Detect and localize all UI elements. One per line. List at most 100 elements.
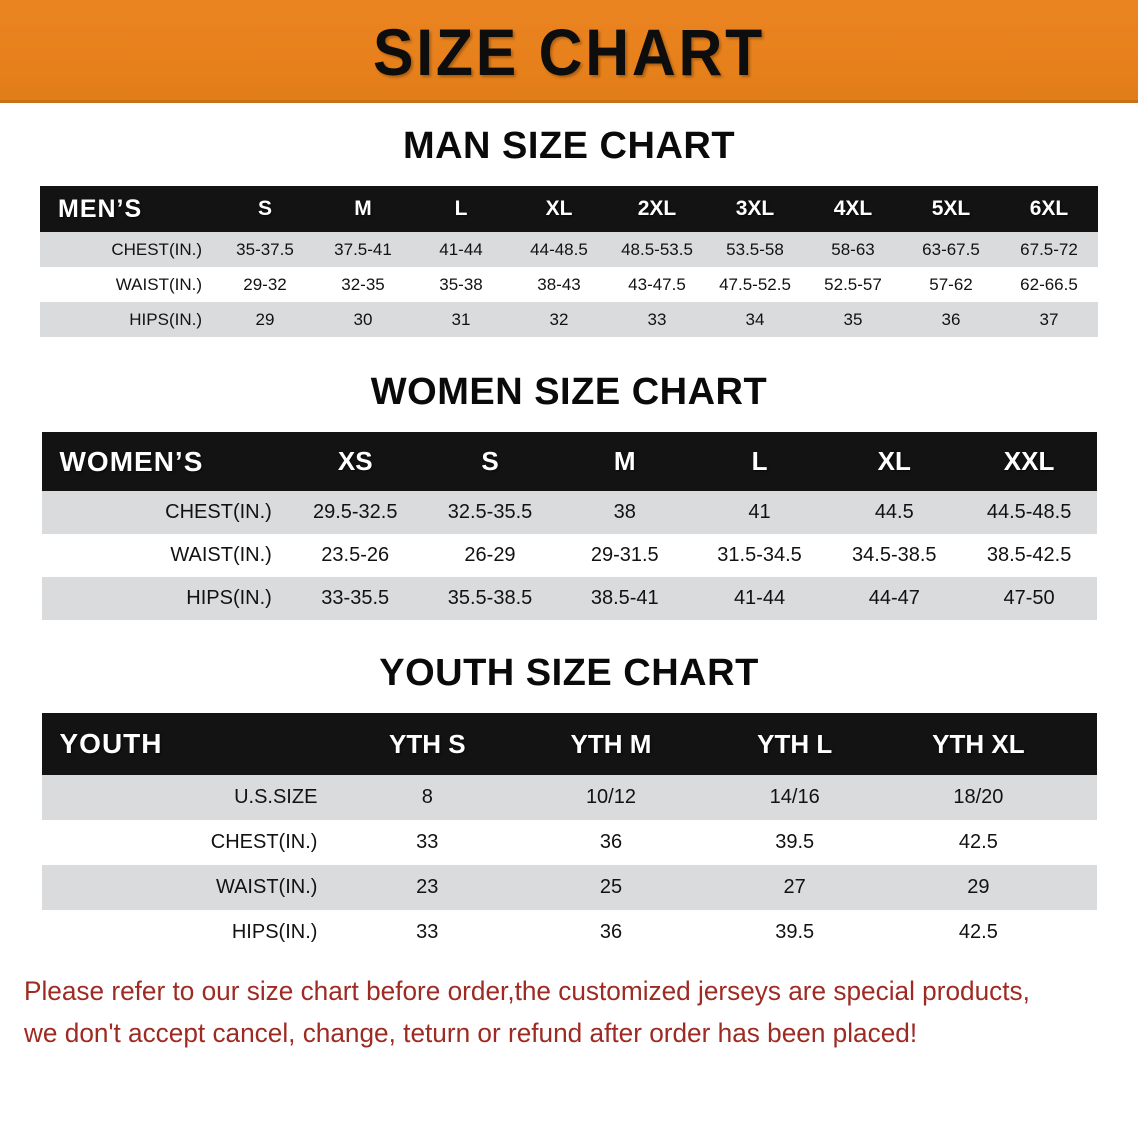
youth-col-header: YTH M <box>519 713 703 775</box>
man-cell: 57-62 <box>902 267 1000 302</box>
man-col-header: L <box>412 186 510 232</box>
youth-table-header-row: YOUTH YTH S YTH M YTH L YTH XL <box>41 713 1097 775</box>
women-row-label: CHEST(IN.) <box>41 491 288 534</box>
table-row: HIPS(IN.) 33 36 39.5 42.5 <box>41 910 1097 955</box>
man-cell: 30 <box>314 302 412 337</box>
women-cell: 29-31.5 <box>557 534 693 577</box>
man-chart-wrapper: MEN’S S M L XL 2XL 3XL 4XL 5XL 6XL CHEST… <box>0 186 1138 337</box>
youth-col-header: YTH S <box>335 713 520 775</box>
man-cell: 58-63 <box>804 232 902 267</box>
women-cell: 29.5-32.5 <box>287 491 423 534</box>
man-cell: 38-43 <box>510 267 608 302</box>
women-col-header: XL <box>826 432 962 491</box>
youth-cell: 10/12 <box>519 775 703 820</box>
youth-cell: 33 <box>335 910 520 955</box>
women-col-header: XXL <box>961 432 1097 491</box>
table-row: CHEST(IN.) 35-37.5 37.5-41 41-44 44-48.5… <box>40 232 1098 267</box>
youth-row-label: U.S.SIZE <box>41 775 336 820</box>
man-cell: 63-67.5 <box>902 232 1000 267</box>
disclaimer-line-1: Please refer to our size chart before or… <box>24 976 1030 1006</box>
women-cell: 41 <box>692 491 827 534</box>
women-cell: 23.5-26 <box>287 534 423 577</box>
women-cell: 38.5-42.5 <box>961 534 1097 577</box>
man-cell: 32-35 <box>314 267 412 302</box>
man-row-label: CHEST(IN.) <box>40 232 216 267</box>
man-col-header: 5XL <box>902 186 1000 232</box>
man-section-heading: MAN SIZE CHART <box>402 125 736 167</box>
man-cell: 37 <box>1000 302 1098 337</box>
youth-cell: 36 <box>519 910 703 955</box>
man-col-header: XL <box>510 186 608 232</box>
page-banner: SIZE CHART <box>0 0 1138 103</box>
man-corner-label: MEN’S <box>40 186 216 232</box>
women-table-header-row: WOMEN’S XS S M L XL XXL <box>41 432 1097 491</box>
man-size-table: MEN’S S M L XL 2XL 3XL 4XL 5XL 6XL CHEST… <box>40 186 1098 337</box>
women-col-header: S <box>422 432 558 491</box>
man-cell: 48.5-53.5 <box>608 232 706 267</box>
man-col-header: M <box>314 186 412 232</box>
women-cell: 34.5-38.5 <box>826 534 962 577</box>
youth-cell: 14/16 <box>702 775 887 820</box>
table-row: WAIST(IN.) 29-32 32-35 35-38 38-43 43-47… <box>40 267 1098 302</box>
youth-row-label: HIPS(IN.) <box>41 910 336 955</box>
man-col-header: 6XL <box>1000 186 1098 232</box>
page-title: SIZE CHART <box>373 14 765 89</box>
youth-size-table: YOUTH YTH S YTH M YTH L YTH XL U.S.SIZE … <box>41 713 1097 955</box>
women-cell: 35.5-38.5 <box>422 577 558 620</box>
man-cell: 41-44 <box>412 232 510 267</box>
man-cell: 67.5-72 <box>1000 232 1098 267</box>
women-corner-label: WOMEN’S <box>41 432 288 491</box>
youth-cell: 42.5 <box>886 910 1071 955</box>
youth-col-header: YTH L <box>702 713 887 775</box>
youth-cell: 39.5 <box>702 910 887 955</box>
man-cell: 35-38 <box>412 267 510 302</box>
youth-cell: 42.5 <box>886 820 1071 865</box>
youth-cell: 8 <box>335 775 520 820</box>
disclaimer-line-2: we don't accept cancel, change, teturn o… <box>24 1017 918 1048</box>
man-cell: 62-66.5 <box>1000 267 1098 302</box>
youth-cell-spacer <box>1070 865 1097 910</box>
man-cell: 36 <box>902 302 1000 337</box>
man-cell: 53.5-58 <box>706 232 804 267</box>
youth-chart-wrapper: YOUTH YTH S YTH M YTH L YTH XL U.S.SIZE … <box>0 713 1138 955</box>
man-col-header: S <box>216 186 314 232</box>
youth-cell: 27 <box>702 865 887 910</box>
man-cell: 29-32 <box>216 267 314 302</box>
man-cell: 44-48.5 <box>510 232 608 267</box>
women-cell: 32.5-35.5 <box>422 491 558 534</box>
man-cell: 35-37.5 <box>216 232 314 267</box>
man-col-header: 2XL <box>608 186 706 232</box>
man-cell: 33 <box>608 302 706 337</box>
table-row: CHEST(IN.) 33 36 39.5 42.5 <box>41 820 1097 865</box>
youth-cell: 25 <box>519 865 703 910</box>
women-cell: 38.5-41 <box>557 577 693 620</box>
women-cell: 47-50 <box>961 577 1097 620</box>
women-row-label: HIPS(IN.) <box>41 577 288 620</box>
table-row: HIPS(IN.) 29 30 31 32 33 34 35 36 37 <box>40 302 1098 337</box>
youth-cell-spacer <box>1070 910 1097 955</box>
table-row: WAIST(IN.) 23.5-26 26-29 29-31.5 31.5-34… <box>41 534 1097 577</box>
youth-cell-spacer <box>1070 775 1097 820</box>
women-col-header: L <box>692 432 827 491</box>
women-row-label: WAIST(IN.) <box>41 534 288 577</box>
table-row: WAIST(IN.) 23 25 27 29 <box>41 865 1097 910</box>
women-cell: 26-29 <box>422 534 558 577</box>
table-row: CHEST(IN.) 29.5-32.5 32.5-35.5 38 41 44.… <box>41 491 1097 534</box>
man-cell: 35 <box>804 302 902 337</box>
man-cell: 47.5-52.5 <box>706 267 804 302</box>
women-col-header: XS <box>287 432 423 491</box>
youth-row-label: CHEST(IN.) <box>41 820 336 865</box>
youth-cell: 33 <box>335 820 520 865</box>
women-cell: 41-44 <box>692 577 827 620</box>
youth-section-heading: YOUTH SIZE CHART <box>379 652 759 694</box>
youth-cell: 23 <box>335 865 520 910</box>
man-cell: 52.5-57 <box>804 267 902 302</box>
women-cell: 31.5-34.5 <box>692 534 827 577</box>
youth-header-spacer <box>1070 713 1097 775</box>
women-cell: 38 <box>557 491 693 534</box>
man-cell: 32 <box>510 302 608 337</box>
youth-cell: 18/20 <box>886 775 1071 820</box>
women-size-table: WOMEN’S XS S M L XL XXL CHEST(IN.) 29.5-… <box>41 432 1097 620</box>
order-disclaimer: Please refer to our size chart before or… <box>24 971 1081 1055</box>
man-row-label: HIPS(IN.) <box>40 302 216 337</box>
